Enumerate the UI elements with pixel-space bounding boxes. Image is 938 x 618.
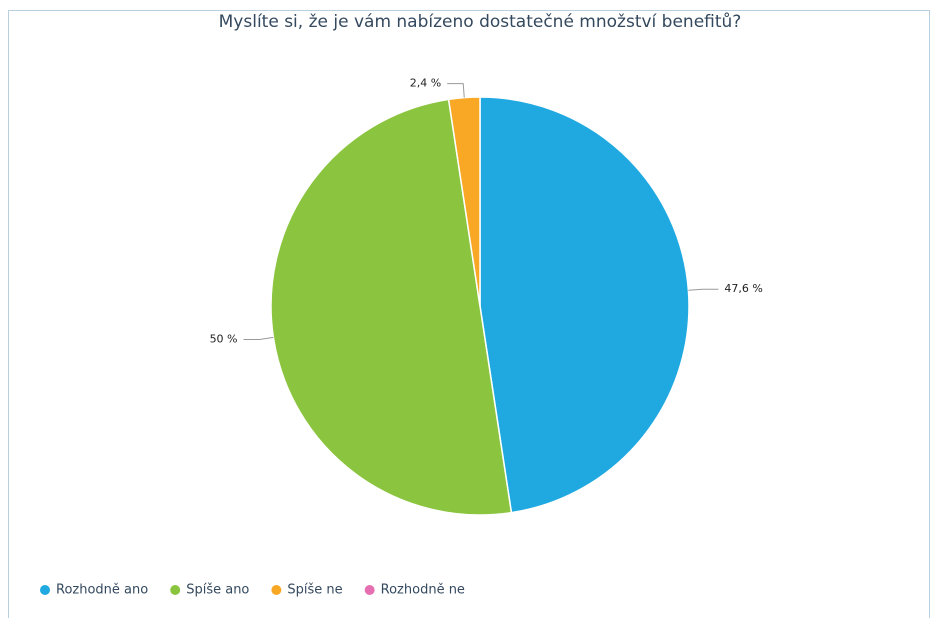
legend-marker	[40, 585, 50, 595]
legend-marker	[271, 585, 282, 595]
legend-marker	[170, 585, 181, 595]
leader-line	[447, 83, 465, 98]
data-label: 50 %	[210, 333, 238, 346]
pie-slice	[479, 96, 690, 514]
frame	[8, 10, 930, 618]
data-label: 2,4 %	[410, 77, 441, 90]
leader-line	[688, 288, 719, 291]
data-label: 47,6 %	[724, 282, 762, 295]
legend-label: Spíše ne	[287, 583, 342, 598]
chart-title: Myslíte si, že je vám nabízeno dostatečn…	[219, 12, 742, 32]
pie-slice	[447, 96, 481, 307]
legend-marker	[364, 585, 375, 595]
leader-line	[243, 336, 274, 340]
legend-label: Rozhodně ano	[56, 583, 148, 598]
legend-label: Rozhodně ne	[381, 583, 465, 598]
legend-label: Spíše ano	[186, 583, 249, 598]
